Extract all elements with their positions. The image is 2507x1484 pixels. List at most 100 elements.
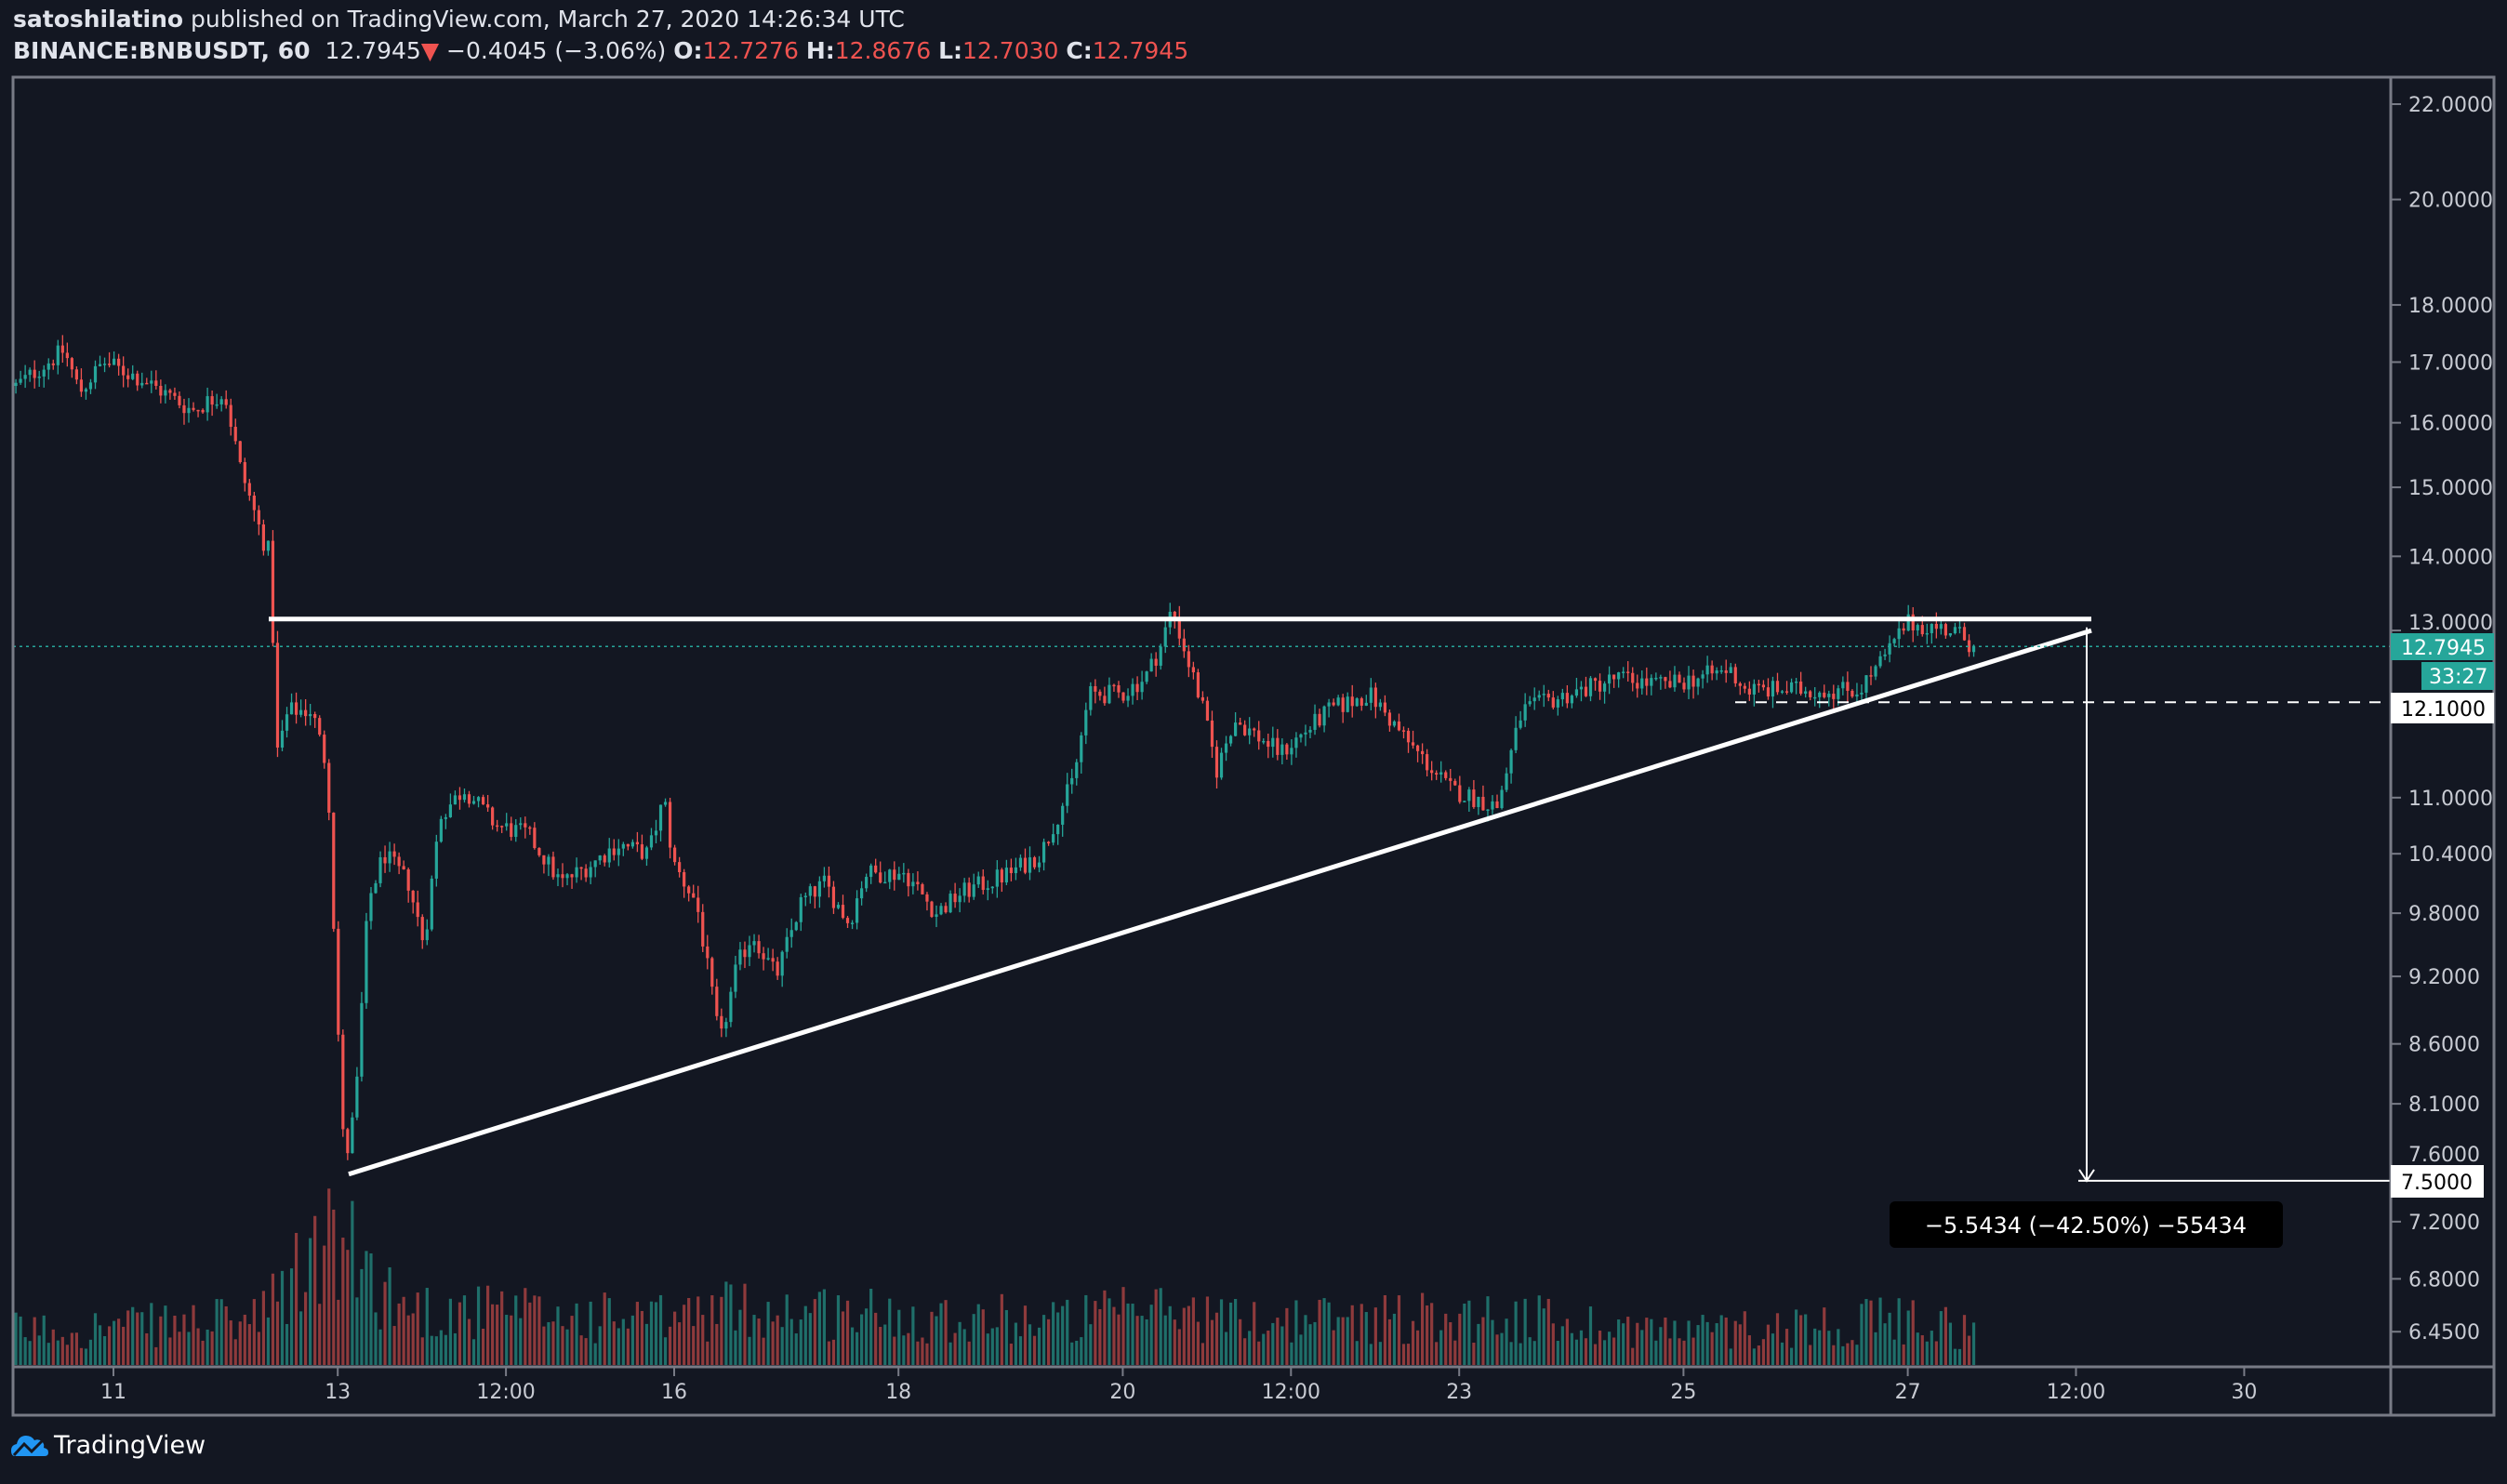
candle-body (1920, 625, 1924, 635)
candle-body (1369, 687, 1373, 703)
candle-body (1546, 694, 1550, 698)
volume-bar (762, 1337, 765, 1365)
volume-bar (561, 1326, 564, 1365)
volume-bar (1943, 1306, 1948, 1365)
candle-body (1453, 780, 1457, 786)
candle-body (1098, 691, 1102, 696)
volume-bar (514, 1295, 518, 1365)
publish-text: published on TradingView.com, March 27, … (191, 6, 905, 33)
volume-bar (1037, 1327, 1041, 1365)
candle-body (1570, 696, 1574, 704)
candle-body (1313, 713, 1317, 730)
candle-body (266, 540, 271, 551)
candle-body (1458, 785, 1462, 802)
volume-bar (935, 1316, 938, 1365)
volume-bar (467, 1318, 471, 1365)
candle-body (1962, 627, 1967, 641)
candle-body (621, 843, 625, 849)
volume-bar (346, 1250, 350, 1365)
tradingview-logo[interactable]: TradingView (11, 1430, 206, 1460)
price-axis[interactable]: 22.0000 20.0000 18.0000 17.0000 16.0000 15.00… (2391, 94, 2493, 1345)
time-tick-label: 13 (325, 1381, 351, 1404)
candle-body (500, 826, 504, 828)
candle-body (1622, 671, 1625, 673)
candle-body (164, 390, 167, 396)
high-label: H: (805, 37, 835, 64)
time-tick-label: 18 (885, 1381, 911, 1404)
volume-bar (1239, 1318, 1242, 1365)
candle-body (1775, 681, 1780, 693)
volume-bar (953, 1332, 957, 1365)
volume-bar (1131, 1304, 1134, 1365)
candle-body (630, 841, 634, 847)
candle-body (1439, 772, 1443, 775)
time-axis[interactable]: 11 13 12:00 16 18 20 12:00 23 25 27 12:00 30 (100, 1367, 2257, 1404)
candle-body (785, 936, 789, 952)
volume-bar (1435, 1342, 1439, 1365)
volume-bar (855, 1332, 859, 1365)
candle-body (1710, 665, 1714, 674)
volume-bar (1318, 1299, 1321, 1365)
candle-body (1565, 693, 1569, 704)
tradingview-cloud-icon (11, 1436, 48, 1457)
volume-bar (1804, 1314, 1808, 1365)
candle-body (1519, 720, 1522, 728)
volume-bar (1719, 1315, 1723, 1365)
volume-bar (238, 1321, 242, 1365)
candle-body (313, 714, 317, 719)
volume-bar (337, 1299, 340, 1365)
candle-body (1467, 789, 1471, 802)
volume-bar (658, 1294, 663, 1365)
volume-bar (1934, 1341, 1938, 1365)
candle-body (780, 951, 784, 976)
volume-bar (275, 1301, 280, 1365)
candle-body (1780, 691, 1784, 693)
candle-body (1846, 682, 1850, 691)
volume-bar (1280, 1326, 1284, 1365)
volume-bar (1902, 1344, 1905, 1365)
candle-body (1850, 690, 1854, 697)
volume-bar (510, 1315, 513, 1365)
volume-bar (1267, 1330, 1270, 1365)
symbol[interactable]: BINANCE:BNBUSDT, 60 (13, 37, 311, 64)
candle-body (1173, 611, 1176, 617)
candle-body (1678, 674, 1681, 683)
candle-body (60, 345, 64, 353)
volume-bar (261, 1291, 266, 1365)
candle-body (1041, 841, 1046, 863)
candle-body (1608, 674, 1612, 684)
volume-bar (332, 1209, 336, 1365)
candle-body (678, 862, 682, 873)
volume-bar (1430, 1303, 1434, 1365)
candle-body (1771, 681, 1775, 697)
candle-body (439, 818, 443, 842)
candle-body (1551, 697, 1555, 708)
candle-body (271, 540, 275, 643)
volume-bar (1449, 1322, 1452, 1365)
drawings (13, 616, 2391, 1183)
candle-body (496, 825, 499, 828)
volume-bar (1224, 1332, 1228, 1365)
candle-body (1411, 742, 1415, 746)
volume-bar (505, 1315, 509, 1365)
volume-bar (1636, 1322, 1639, 1365)
volume-bar (1784, 1329, 1789, 1365)
candle-body (1163, 627, 1167, 647)
candle-body (1906, 614, 1910, 631)
volume-bar (1608, 1332, 1612, 1365)
candle-body (173, 392, 177, 396)
volume-bar (1187, 1305, 1190, 1365)
volume-bar (701, 1315, 705, 1365)
volume-bar (1878, 1297, 1882, 1365)
candle-body (1149, 658, 1153, 672)
candle-body (1967, 640, 1971, 653)
volume-bar (743, 1283, 747, 1365)
author[interactable]: satoshilatino (13, 6, 184, 33)
price-tick-label: 18.0000 (2408, 295, 2493, 318)
volume-bar (74, 1332, 79, 1365)
volume-bar (1350, 1305, 1354, 1365)
volume-bar (1574, 1339, 1579, 1365)
volume-bar (1631, 1347, 1635, 1365)
candle-body (505, 823, 509, 827)
